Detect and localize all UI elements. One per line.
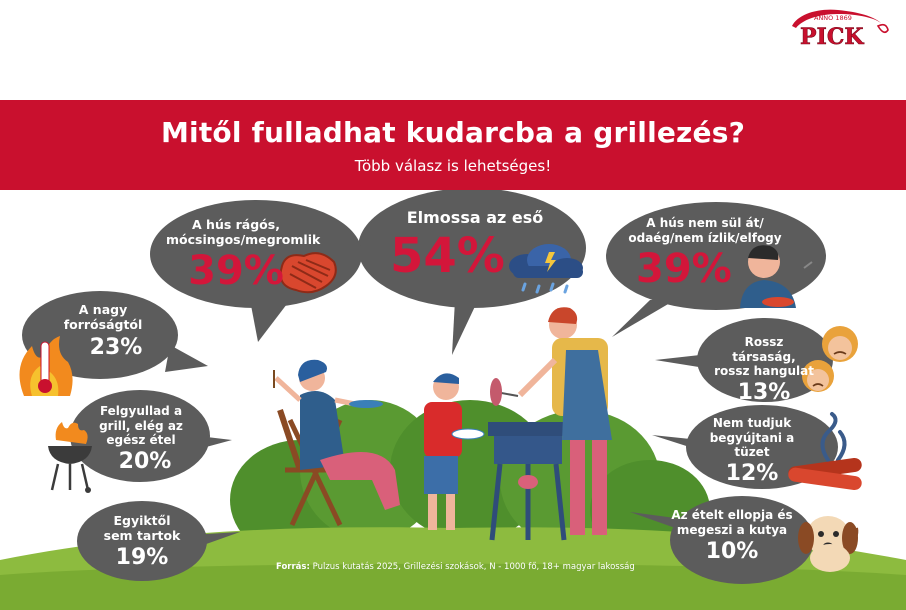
source-prefix: Forrás: bbox=[276, 562, 310, 572]
page-title: Mitől fulladhat kudarcba a grillezés? bbox=[160, 116, 746, 149]
woman-illustration bbox=[273, 359, 400, 527]
scene bbox=[0, 190, 906, 610]
bubble-company-text: Rossz társaság, rossz hangulat 13% bbox=[712, 335, 816, 407]
steak-icon bbox=[279, 252, 337, 294]
bubble-percent: 12% bbox=[725, 460, 779, 486]
bubble-label: Elmossa az eső bbox=[406, 208, 544, 227]
bubble-fire-text: Felgyullad a grill, elég az egész étel 2… bbox=[86, 404, 196, 476]
title-band bbox=[0, 100, 906, 190]
bubble-rain bbox=[358, 190, 586, 355]
bubble-label: A hús rágós, mócsingos/megromlik bbox=[166, 217, 321, 248]
bubble-kindling-text: Nem tudjuk begyújtani a tüzet 12% bbox=[686, 416, 818, 488]
bubble-percent: 20% bbox=[118, 448, 172, 474]
bubble-label: Az ételt ellopja és megeszi a kutya bbox=[671, 508, 793, 537]
bubble-heat-text: A nagy forróságtól 23% bbox=[58, 302, 148, 363]
bubble-label: A hús nem sül át/ odaég/nem ízlik/elfogy bbox=[628, 216, 782, 245]
bubble-percent: 10% bbox=[705, 539, 759, 565]
pick-logo: ANNO 1869 PICK bbox=[792, 9, 889, 50]
rain-cloud-icon bbox=[509, 244, 583, 294]
bubble-company bbox=[655, 318, 833, 402]
man-illustration bbox=[490, 307, 612, 535]
bubble-percent: 13% bbox=[737, 379, 791, 405]
upset-faces-icon bbox=[802, 326, 858, 392]
bubble-none bbox=[77, 501, 240, 581]
source-note: Forrás: Pulzus kutatás 2025, Grillezési … bbox=[276, 562, 635, 572]
bubble-percent: 54% bbox=[390, 227, 505, 284]
boy-illustration bbox=[424, 373, 485, 530]
bubble-none-text: Egyiktől sem tartok 19% bbox=[94, 513, 190, 572]
bubble-steak-text: A hús rágós, mócsingos/megromlik 39% bbox=[156, 217, 321, 294]
sad-person-icon bbox=[740, 245, 813, 308]
grill-fire-icon bbox=[48, 422, 92, 493]
grill-illustration bbox=[488, 422, 568, 541]
logo-tagline: ANNO 1869 bbox=[814, 14, 852, 22]
bubble-percent: 39% bbox=[188, 247, 284, 294]
burning-log-icon bbox=[788, 412, 862, 491]
page-subtitle: Több válasz is lehetséges! bbox=[354, 157, 552, 175]
bubble-rain-text: Elmossa az eső 54% bbox=[370, 208, 580, 284]
bubble-fire bbox=[70, 390, 232, 482]
logo-wordmark: PICK bbox=[800, 24, 864, 50]
bubble-undercooked-text: A hús nem sül át/ odaég/nem ízlik/elfogy… bbox=[610, 216, 800, 293]
bubble-label: Egyiktől sem tartok bbox=[103, 513, 181, 544]
bubble-label: Felgyullad a grill, elég az egész étel bbox=[99, 404, 183, 448]
source-text: Pulzus kutatás 2025, Grillezési szokások… bbox=[312, 562, 635, 572]
bubble-percent: 19% bbox=[115, 544, 169, 570]
bubble-label: Nem tudjuk begyújtani a tüzet bbox=[709, 416, 795, 460]
bubble-label: A nagy forróságtól bbox=[63, 302, 143, 333]
thermometer-fire-icon bbox=[19, 336, 73, 396]
bubble-label: Rossz társaság, rossz hangulat bbox=[714, 335, 814, 379]
bubble-percent: 39% bbox=[636, 246, 732, 293]
dog-icon bbox=[798, 516, 859, 572]
bubble-dog-text: Az ételt ellopja és megeszi a kutya 10% bbox=[670, 508, 794, 567]
bubble-dog bbox=[630, 496, 814, 584]
bubble-percent: 23% bbox=[89, 334, 143, 360]
